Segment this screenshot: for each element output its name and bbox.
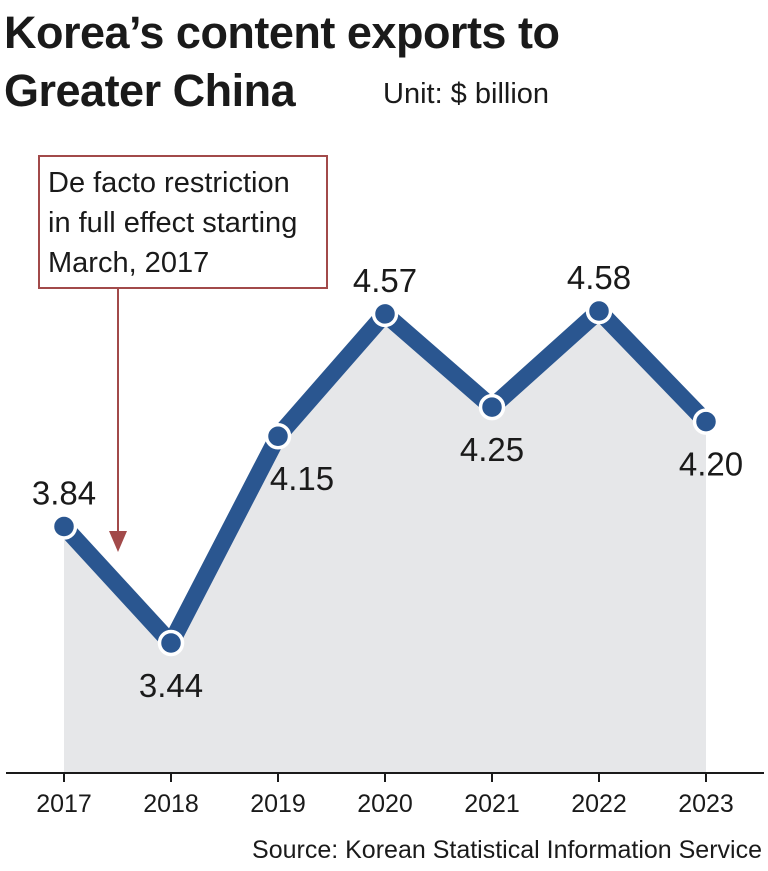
annotation-line-2: in full effect starting: [48, 207, 298, 239]
x-tick-label: 2019: [250, 790, 306, 818]
area-fill: [64, 311, 706, 773]
annotation-box: De facto restriction in full effect star…: [38, 155, 328, 289]
data-label: 4.25: [460, 431, 524, 468]
data-label: 3.84: [32, 475, 96, 512]
data-point: [157, 629, 185, 657]
source-note: Source: Korean Statistical Information S…: [252, 836, 762, 864]
data-label: 3.44: [139, 667, 203, 704]
data-point: [50, 513, 78, 540]
chart-title: Korea’s content exports to Greater China: [4, 4, 560, 120]
data-label: 4.57: [353, 262, 417, 299]
data-label: 4.20: [679, 446, 743, 483]
x-ticks: 2017 2018 2019 2020 2021 2022 2023: [36, 773, 734, 818]
data-points: [50, 297, 720, 657]
data-label: 4.15: [270, 460, 334, 497]
annotation-line-1: De facto restriction: [48, 167, 290, 199]
x-tick-label: 2017: [36, 790, 92, 818]
data-point: [264, 422, 292, 450]
x-tick-label: 2020: [357, 790, 413, 818]
title-line-1: Korea’s content exports to: [4, 7, 560, 58]
data-point: [585, 297, 613, 325]
title-line-2: Greater China: [4, 65, 296, 116]
data-label: 4.58: [567, 259, 631, 296]
data-point: [478, 393, 506, 421]
annotation-arrow-head: [109, 531, 127, 552]
unit-label: Unit: $ billion: [383, 78, 550, 110]
x-tick-label: 2023: [678, 790, 734, 818]
x-tick-label: 2018: [143, 790, 199, 818]
x-tick-label: 2021: [464, 790, 520, 818]
data-labels: 3.84 3.44 4.15 4.57 4.25 4.58 4.20: [32, 259, 743, 704]
data-point: [371, 300, 399, 328]
x-tick-label: 2022: [571, 790, 627, 818]
annotation-line-3: March, 2017: [48, 247, 210, 279]
data-point: [692, 408, 720, 435]
